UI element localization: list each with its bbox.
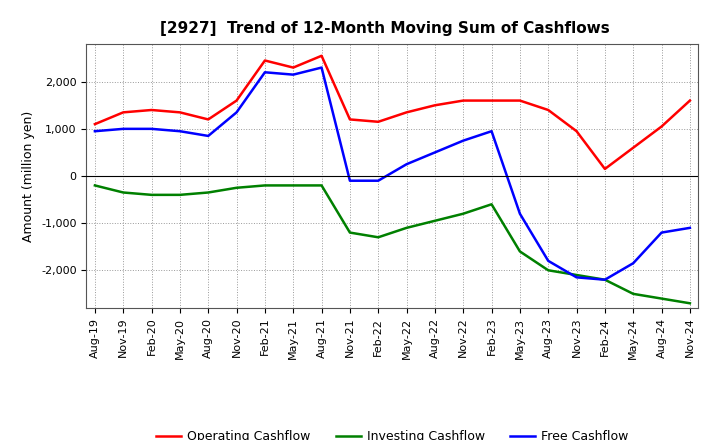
- Operating Cashflow: [261, 58, 269, 63]
- Operating Cashflow: [487, 98, 496, 103]
- Free Cashflow: [600, 277, 609, 282]
- Free Cashflow: [346, 178, 354, 183]
- Free Cashflow: [544, 258, 552, 264]
- Free Cashflow: [402, 161, 411, 167]
- Investing Cashflow: [629, 291, 637, 297]
- Investing Cashflow: [657, 296, 666, 301]
- Free Cashflow: [91, 128, 99, 134]
- Operating Cashflow: [374, 119, 382, 125]
- Free Cashflow: [119, 126, 127, 132]
- Operating Cashflow: [119, 110, 127, 115]
- Line: Investing Cashflow: Investing Cashflow: [95, 185, 690, 303]
- Investing Cashflow: [402, 225, 411, 231]
- Operating Cashflow: [516, 98, 524, 103]
- Operating Cashflow: [148, 107, 156, 113]
- Free Cashflow: [685, 225, 694, 231]
- Investing Cashflow: [487, 202, 496, 207]
- Operating Cashflow: [544, 107, 552, 113]
- Text: [2927]  Trend of 12-Month Moving Sum of Cashflows: [2927] Trend of 12-Month Moving Sum of C…: [160, 21, 610, 36]
- Investing Cashflow: [459, 211, 467, 216]
- Line: Operating Cashflow: Operating Cashflow: [95, 56, 690, 169]
- Investing Cashflow: [289, 183, 297, 188]
- Investing Cashflow: [346, 230, 354, 235]
- Operating Cashflow: [657, 124, 666, 129]
- Investing Cashflow: [148, 192, 156, 198]
- Free Cashflow: [233, 110, 241, 115]
- Operating Cashflow: [629, 145, 637, 150]
- Investing Cashflow: [204, 190, 212, 195]
- Free Cashflow: [261, 70, 269, 75]
- Free Cashflow: [374, 178, 382, 183]
- Free Cashflow: [516, 211, 524, 216]
- Free Cashflow: [204, 133, 212, 139]
- Investing Cashflow: [233, 185, 241, 191]
- Investing Cashflow: [176, 192, 184, 198]
- Operating Cashflow: [431, 103, 439, 108]
- Operating Cashflow: [91, 121, 99, 127]
- Operating Cashflow: [346, 117, 354, 122]
- Free Cashflow: [289, 72, 297, 77]
- Line: Free Cashflow: Free Cashflow: [95, 68, 690, 280]
- Investing Cashflow: [544, 268, 552, 273]
- Operating Cashflow: [289, 65, 297, 70]
- Investing Cashflow: [91, 183, 99, 188]
- Operating Cashflow: [402, 110, 411, 115]
- Investing Cashflow: [572, 272, 581, 278]
- Free Cashflow: [431, 150, 439, 155]
- Investing Cashflow: [685, 301, 694, 306]
- Operating Cashflow: [572, 128, 581, 134]
- Operating Cashflow: [685, 98, 694, 103]
- Operating Cashflow: [233, 98, 241, 103]
- Investing Cashflow: [431, 218, 439, 224]
- Y-axis label: Amount (million yen): Amount (million yen): [22, 110, 35, 242]
- Free Cashflow: [459, 138, 467, 143]
- Investing Cashflow: [318, 183, 326, 188]
- Free Cashflow: [657, 230, 666, 235]
- Free Cashflow: [148, 126, 156, 132]
- Operating Cashflow: [176, 110, 184, 115]
- Free Cashflow: [487, 128, 496, 134]
- Operating Cashflow: [318, 53, 326, 59]
- Free Cashflow: [318, 65, 326, 70]
- Investing Cashflow: [516, 249, 524, 254]
- Investing Cashflow: [119, 190, 127, 195]
- Operating Cashflow: [204, 117, 212, 122]
- Free Cashflow: [572, 275, 581, 280]
- Investing Cashflow: [374, 235, 382, 240]
- Investing Cashflow: [261, 183, 269, 188]
- Investing Cashflow: [600, 277, 609, 282]
- Free Cashflow: [629, 260, 637, 266]
- Free Cashflow: [176, 128, 184, 134]
- Operating Cashflow: [600, 166, 609, 172]
- Legend: Operating Cashflow, Investing Cashflow, Free Cashflow: Operating Cashflow, Investing Cashflow, …: [151, 425, 634, 440]
- Operating Cashflow: [459, 98, 467, 103]
